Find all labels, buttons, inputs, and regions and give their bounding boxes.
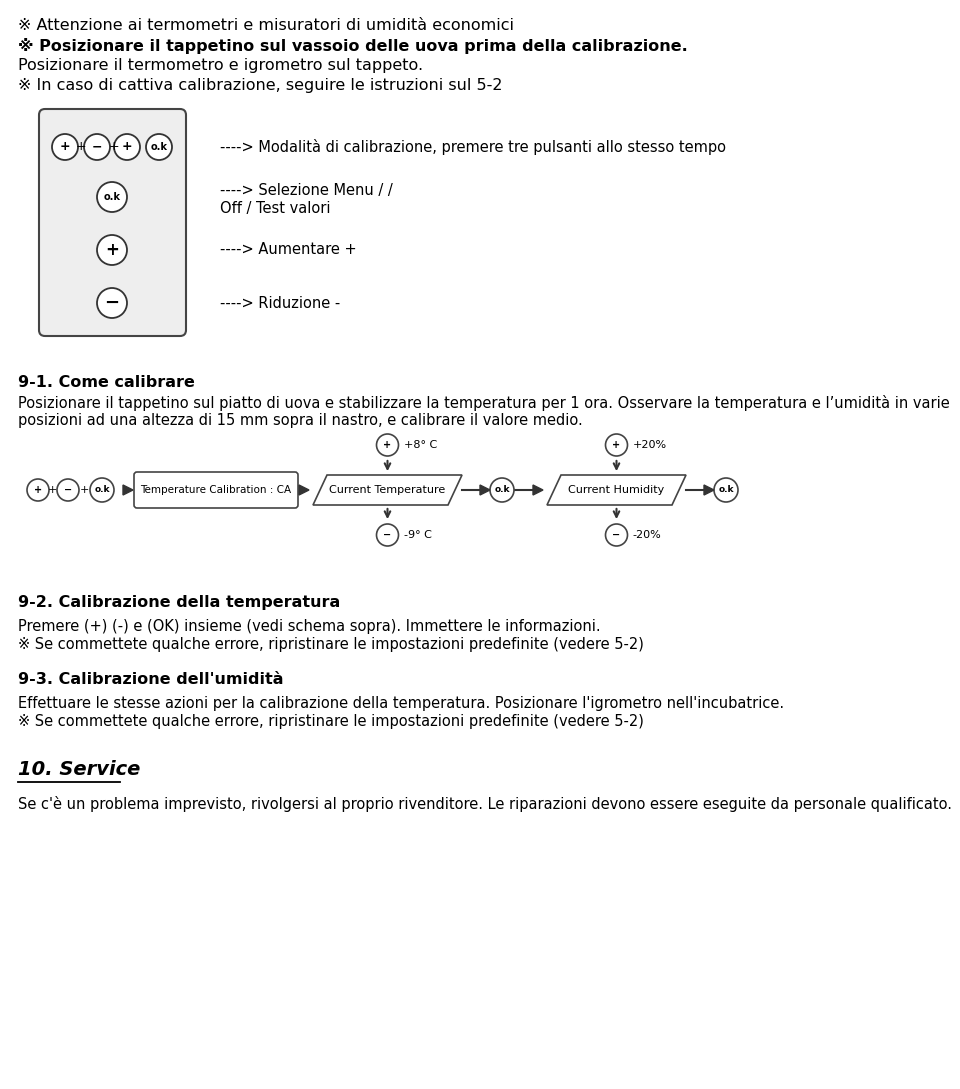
Text: +: +	[105, 241, 119, 259]
Text: ※ Se commettete qualche errore, ripristinare le impostazioni predefinite (vedere: ※ Se commettete qualche errore, ripristi…	[18, 637, 644, 652]
Circle shape	[97, 235, 127, 265]
Polygon shape	[704, 485, 714, 495]
Text: +: +	[383, 440, 392, 450]
Text: Current Temperature: Current Temperature	[329, 485, 445, 495]
Text: −: −	[105, 294, 120, 313]
Text: +: +	[34, 485, 42, 495]
Text: ----> Aumentare +: ----> Aumentare +	[220, 243, 356, 257]
FancyBboxPatch shape	[134, 472, 298, 507]
Text: +20%: +20%	[633, 440, 666, 450]
Circle shape	[714, 478, 738, 502]
Text: +: +	[80, 485, 88, 495]
Circle shape	[27, 479, 49, 501]
Text: ※ Attenzione ai termometri e misuratori di umidità economici: ※ Attenzione ai termometri e misuratori …	[18, 19, 514, 33]
Text: -9° C: -9° C	[403, 530, 431, 540]
Circle shape	[84, 134, 110, 160]
Text: o.k: o.k	[151, 142, 167, 152]
Text: −: −	[64, 485, 72, 495]
Text: +: +	[612, 440, 620, 450]
Text: 10. Service: 10. Service	[18, 760, 140, 779]
Text: +: +	[108, 140, 119, 154]
Text: -20%: -20%	[633, 530, 661, 540]
Text: Posizionare il tappetino sul piatto di uova e stabilizzare la temperatura per 1 : Posizionare il tappetino sul piatto di u…	[18, 395, 949, 411]
Text: 9-3. Calibrazione dell'umidità: 9-3. Calibrazione dell'umidità	[18, 672, 283, 687]
Text: o.k: o.k	[718, 486, 733, 494]
Text: Temperature Calibration : CA: Temperature Calibration : CA	[140, 485, 292, 495]
Text: 9-2. Calibrazione della temperatura: 9-2. Calibrazione della temperatura	[18, 595, 340, 610]
Text: Se c'è un problema imprevisto, rivolgersi al proprio rivenditore. Le riparazioni: Se c'è un problema imprevisto, rivolgers…	[18, 796, 952, 812]
Text: Posizionare il termometro e igrometro sul tappeto.: Posizionare il termometro e igrometro su…	[18, 58, 423, 73]
Text: Current Humidity: Current Humidity	[568, 485, 664, 495]
Text: Effettuare le stesse azioni per la calibrazione della temperatura. Posizionare l: Effettuare le stesse azioni per la calib…	[18, 696, 784, 711]
Polygon shape	[299, 485, 309, 495]
Circle shape	[606, 435, 628, 456]
Circle shape	[146, 134, 172, 160]
Text: ※ Posizionare il tappetino sul vassoio delle uova prima della calibrazione.: ※ Posizionare il tappetino sul vassoio d…	[18, 38, 687, 54]
Text: o.k: o.k	[494, 486, 510, 494]
Text: +: +	[60, 140, 70, 154]
Text: −: −	[383, 530, 392, 540]
Circle shape	[90, 478, 114, 502]
Text: ※ In caso di cattiva calibrazione, seguire le istruzioni sul 5-2: ※ In caso di cattiva calibrazione, segui…	[18, 78, 502, 93]
FancyBboxPatch shape	[39, 109, 186, 337]
Circle shape	[376, 435, 398, 456]
Text: Off / Test valori: Off / Test valori	[220, 200, 330, 216]
Text: +: +	[122, 140, 132, 154]
Polygon shape	[123, 485, 133, 495]
Polygon shape	[547, 475, 686, 505]
Text: o.k: o.k	[104, 192, 121, 201]
Text: 9-1. Come calibrare: 9-1. Come calibrare	[18, 375, 195, 390]
Circle shape	[606, 524, 628, 546]
Polygon shape	[533, 485, 543, 495]
Circle shape	[490, 478, 514, 502]
Text: ----> Selezione Menu / /: ----> Selezione Menu / /	[220, 183, 393, 197]
Text: +: +	[76, 140, 86, 154]
Text: +: +	[47, 485, 57, 495]
Circle shape	[97, 182, 127, 212]
Circle shape	[114, 134, 140, 160]
Circle shape	[376, 524, 398, 546]
Text: +8° C: +8° C	[403, 440, 437, 450]
Text: −: −	[92, 140, 103, 154]
Text: Premere (+) (-) e (OK) insieme (vedi schema sopra). Immettere le informazioni.: Premere (+) (-) e (OK) insieme (vedi sch…	[18, 619, 601, 634]
Circle shape	[52, 134, 78, 160]
Text: ----> Modalità di calibrazione, premere tre pulsanti allo stesso tempo: ----> Modalità di calibrazione, premere …	[220, 139, 726, 155]
Circle shape	[57, 479, 79, 501]
Circle shape	[97, 287, 127, 318]
Polygon shape	[480, 485, 490, 495]
Text: −: −	[612, 530, 620, 540]
Text: ----> Riduzione -: ----> Riduzione -	[220, 295, 340, 310]
Polygon shape	[313, 475, 462, 505]
Text: ※ Se commettete qualche errore, ripristinare le impostazioni predefinite (vedere: ※ Se commettete qualche errore, ripristi…	[18, 714, 644, 729]
Text: o.k: o.k	[94, 486, 109, 494]
Text: posizioni ad una altezza di 15 mm sopra il nastro, e calibrare il valore medio.: posizioni ad una altezza di 15 mm sopra …	[18, 413, 583, 428]
